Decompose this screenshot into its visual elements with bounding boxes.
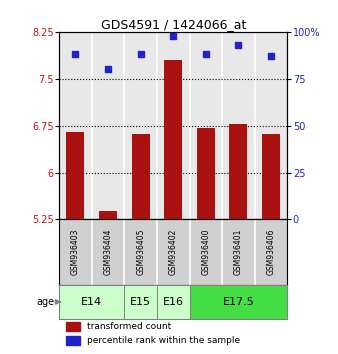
Text: GSM936400: GSM936400 [201,229,210,275]
Text: age: age [37,297,54,307]
Text: E14: E14 [81,297,102,307]
Point [105,67,111,72]
Bar [132,134,150,219]
Text: GSM936404: GSM936404 [103,229,113,275]
Bar [197,127,215,219]
Point [170,33,176,39]
Title: GDS4591 / 1424066_at: GDS4591 / 1424066_at [100,18,246,31]
Text: GSM936406: GSM936406 [266,229,275,275]
Bar [59,285,124,319]
Bar [99,211,117,219]
Text: transformed count: transformed count [87,321,171,331]
Text: percentile rank within the sample: percentile rank within the sample [87,336,240,345]
Bar [66,336,80,345]
Point [268,53,274,59]
Bar [230,124,247,219]
Bar [157,285,190,319]
Point [138,52,143,57]
Bar [67,132,84,219]
Bar [190,285,287,319]
Text: E15: E15 [130,297,151,307]
Text: GSM936405: GSM936405 [136,229,145,275]
Bar [262,134,280,219]
Text: GSM936403: GSM936403 [71,229,80,275]
Point [203,52,209,57]
Text: E16: E16 [163,297,184,307]
Bar [164,60,182,219]
Point [236,42,241,48]
Text: GSM936402: GSM936402 [169,229,178,275]
Bar [124,285,157,319]
Bar [66,321,80,331]
Text: E17.5: E17.5 [222,297,254,307]
Point [73,52,78,57]
Text: GSM936401: GSM936401 [234,229,243,275]
